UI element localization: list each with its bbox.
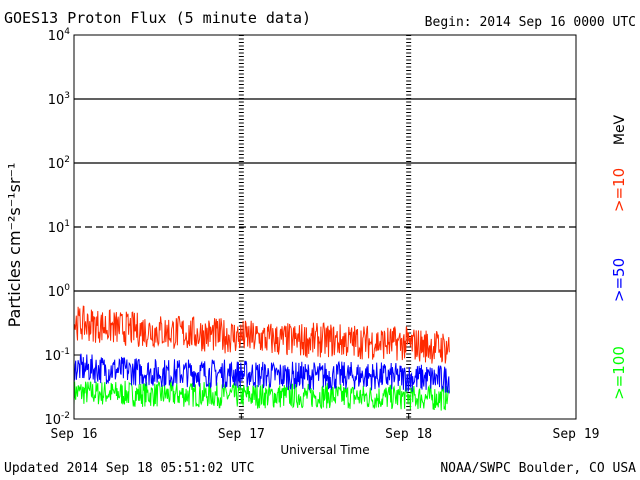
threshold-lines: [74, 98, 576, 292]
y-tick: 103: [48, 91, 80, 108]
y-tick: 10-1: [44, 347, 80, 364]
y-axis-label: Particles cm⁻²s⁻¹sr⁻¹: [5, 163, 24, 328]
x-tick-label: Sep 17: [218, 427, 265, 442]
legend: >=10 >=50 >=100: [610, 168, 628, 400]
y-tick-label: 100: [48, 283, 71, 300]
begin-time: Begin: 2014 Sep 16 0000 UTC: [425, 15, 636, 30]
unit-label: MeV: [612, 114, 628, 145]
x-tick-label: Sep 18: [385, 427, 432, 442]
updated-time: Updated 2014 Sep 18 05:51:02 UTC: [4, 461, 254, 476]
y-tick-label: 10-2: [44, 411, 70, 428]
day-tick-marks: [238, 35, 412, 419]
legend-entry: >=10: [610, 168, 628, 212]
series-line-1: [73, 353, 450, 394]
x-tick-label: Sep 16: [51, 427, 98, 442]
series-line-2: [73, 380, 450, 411]
y-tick: 10-2: [44, 411, 80, 428]
y-tick: 100: [48, 283, 80, 300]
y-tick: 102: [48, 155, 80, 172]
y-tick: 101: [48, 219, 80, 236]
credit: NOAA/SWPC Boulder, CO USA: [440, 461, 636, 476]
y-tick: 104: [48, 27, 80, 44]
y-tick-label: 10-1: [44, 347, 70, 364]
series-line-0: [73, 305, 450, 364]
legend-entry: >=100: [610, 346, 628, 400]
y-tick-label: 104: [48, 27, 71, 44]
x-tick-labels: Sep 16 Sep 17 Sep 18 Sep 19: [51, 413, 600, 442]
plot-frame: [73, 34, 577, 420]
x-axis-label: Universal Time: [280, 443, 369, 457]
y-tick-label: 103: [48, 91, 70, 108]
series-group: [73, 305, 450, 411]
x-tick-label: Sep 19: [553, 427, 600, 442]
legend-entry: >=50: [610, 258, 628, 302]
chart-title: GOES13 Proton Flux (5 minute data): [4, 9, 311, 27]
y-tick-label: 102: [48, 155, 70, 172]
y-tick-label: 101: [48, 219, 70, 236]
